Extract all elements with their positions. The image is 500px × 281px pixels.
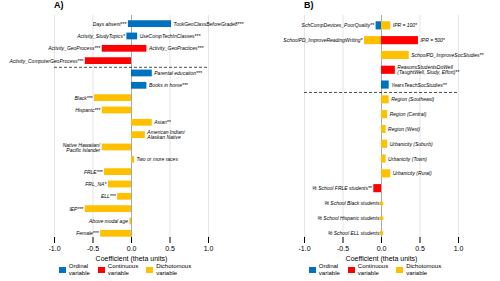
svg-text:Activity_ComputerGeoProcess***: Activity_ComputerGeoProcess*** [8, 58, 84, 64]
svg-text:Hispanic***: Hispanic*** [75, 107, 101, 113]
svg-text:Urbanicity (Rural): Urbanicity (Rural) [393, 170, 432, 176]
svg-text:IEP***: IEP*** [69, 206, 84, 212]
svg-text:% School ELL students: % School ELL students [328, 230, 380, 236]
svg-text:YearsTeachSocStudies**: YearsTeachSocStudies** [391, 82, 447, 88]
svg-text:% School FRLE students**: % School FRLE students** [312, 185, 373, 191]
svg-text:Above modal age: Above modal age [88, 218, 128, 224]
svg-text:UseCompTechInClasses***: UseCompTechInClasses*** [140, 33, 202, 39]
svg-text:Coefficient (theta units): Coefficient (theta units) [96, 255, 168, 263]
svg-text:Black***: Black*** [74, 95, 93, 101]
svg-text:American Indian/Alaskan Native: American Indian/Alaskan Native [146, 129, 185, 140]
svg-text:-1.0: -1.0 [48, 245, 60, 252]
svg-text:Female***: Female*** [76, 230, 100, 236]
svg-text:FRL_NA*: FRL_NA* [85, 181, 107, 187]
svg-text:0.5: 0.5 [165, 245, 175, 252]
html-text:Ordinal variable: Ordinal variable [68, 263, 90, 276]
svg-text:Activity_StudyTopics*: Activity_StudyTopics* [76, 33, 126, 39]
svg-text:0.5: 0.5 [415, 245, 425, 252]
svg-text:Urbanicity (Suburb): Urbanicity (Suburb) [390, 141, 433, 147]
svg-text:SchCompDevices_PoorQuality**: SchCompDevices_PoorQuality** [302, 22, 376, 28]
svg-text:% School Black students: % School Black students [324, 200, 380, 206]
svg-text:SchoolPD_ImproveSocStudies**: SchoolPD_ImproveSocStudies** [411, 52, 484, 58]
svg-text:Books in home***: Books in home*** [149, 82, 189, 88]
svg-text:Region (Central): Region (Central) [390, 111, 427, 117]
svg-text:Days absent***: Days absent*** [93, 21, 128, 27]
svg-text:-0.5: -0.5 [87, 245, 99, 252]
html-text:Continuous variable: Continuous variable [107, 263, 139, 276]
html-text:Dichotomous variable: Dichotomous variable [406, 263, 442, 276]
svg-text:Two or more races: Two or more races [137, 156, 179, 162]
svg-text:Region (West): Region (West) [388, 126, 420, 132]
svg-text:SchoolPD_ImproveReadingWriting: SchoolPD_ImproveReadingWriting* [283, 37, 363, 43]
svg-text:Native Hawaiian/Pacific Island: Native Hawaiian/Pacific Islander [63, 142, 101, 153]
svg-text:-1.0: -1.0 [298, 245, 310, 252]
svg-text:ELL***: ELL*** [101, 193, 117, 199]
html-text:Dichotomous variable: Dichotomous variable [156, 263, 192, 276]
svg-text:IPR = 100*: IPR = 100* [393, 22, 418, 28]
svg-text:% School Hispanic students: % School Hispanic students [318, 215, 380, 221]
svg-text:FRLE***: FRLE*** [84, 169, 104, 175]
svg-text:1.0: 1.0 [204, 245, 214, 252]
svg-text:Asian**: Asian** [153, 119, 171, 125]
html-text:Continuous variable: Continuous variable [357, 263, 389, 276]
svg-text:Urbanicity (Town): Urbanicity (Town) [388, 156, 427, 162]
svg-text:1.0: 1.0 [454, 245, 464, 252]
html-text:A): A) [54, 0, 64, 10]
svg-text:Region (Southeast): Region (Southeast) [391, 96, 434, 102]
svg-text:ReasonsStudentsDoWell(TaughtWe: ReasonsStudentsDoWell(TaughtWell, Study,… [397, 64, 460, 75]
svg-text:0.0: 0.0 [377, 245, 387, 252]
svg-text:IPR = 500*: IPR = 500* [420, 37, 445, 43]
html-text:B): B) [304, 0, 314, 10]
svg-text:Activity_GeoPractices***: Activity_GeoPractices*** [148, 45, 205, 51]
svg-text:-0.5: -0.5 [337, 245, 349, 252]
svg-text:Coefficient (theta units): Coefficient (theta units) [346, 255, 418, 263]
svg-text:0.0: 0.0 [127, 245, 137, 252]
svg-text:Activity_GeoProcess***: Activity_GeoProcess*** [47, 45, 101, 51]
html-text:Ordinal variable: Ordinal variable [318, 263, 340, 276]
svg-text:TookGeoClassBeforeGrade8***: TookGeoClassBeforeGrade8*** [174, 21, 245, 27]
svg-text:Parental education***: Parental education*** [154, 70, 203, 76]
